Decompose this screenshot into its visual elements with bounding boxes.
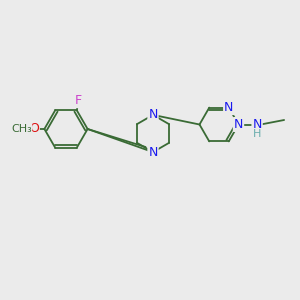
Text: O: O (29, 122, 39, 136)
Text: N: N (234, 118, 243, 131)
Text: N: N (148, 146, 158, 159)
Text: N: N (148, 108, 158, 122)
Text: F: F (75, 94, 82, 107)
Text: N: N (252, 118, 262, 131)
Text: N: N (224, 101, 233, 114)
Text: CH₃: CH₃ (11, 124, 32, 134)
Text: H: H (253, 129, 261, 139)
